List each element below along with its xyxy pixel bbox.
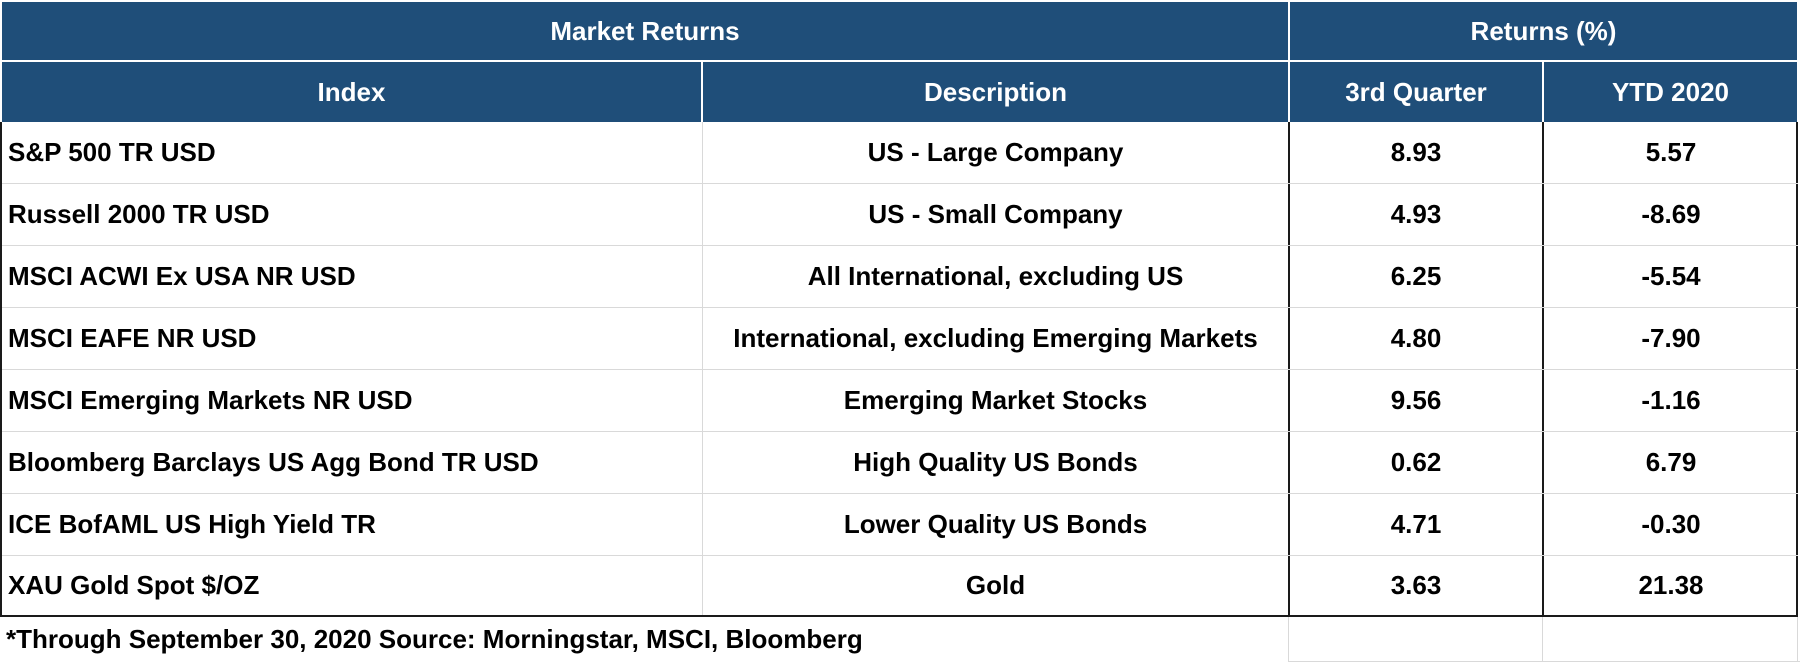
cell-index: MSCI Emerging Markets NR USD	[2, 370, 703, 431]
cell-ytd: -7.90	[1641, 323, 1701, 353]
header-group-market-returns-label: Market Returns	[550, 15, 740, 46]
cell-ytd: 21.38	[1638, 570, 1704, 600]
table-row: ICE BofAML US High Yield TR Lower Qualit…	[2, 494, 1798, 556]
column-header-ytd-label: YTD 2020	[1611, 76, 1730, 107]
cell-q3: 8.93	[1290, 122, 1544, 183]
table-row: MSCI EAFE NR USD International, excludin…	[2, 308, 1798, 370]
cell-description: Lower Quality US Bonds	[703, 494, 1290, 555]
cell-description: All International, excluding US	[703, 246, 1290, 307]
table-row: S&P 500 TR USD US - Large Company 8.93 5…	[2, 122, 1798, 184]
table-row: MSCI ACWI Ex USA NR USD All Internationa…	[2, 246, 1798, 308]
source-note: *Through September 30, 2020 Source: Morn…	[6, 624, 863, 654]
cell-q3: 4.71	[1290, 494, 1544, 555]
cell-description: Emerging Market Stocks	[703, 370, 1290, 431]
header-group-market-returns: Market Returns	[2, 2, 1288, 60]
column-header-ytd: YTD 2020	[1544, 62, 1797, 122]
cell-description: US - Large Company	[703, 122, 1290, 183]
table-row: Russell 2000 TR USD US - Small Company 4…	[2, 184, 1798, 246]
column-header-description-label: Description	[923, 76, 1068, 107]
column-header-index-label: Index	[317, 76, 386, 107]
header-group-returns: Returns (%)	[1290, 2, 1797, 60]
cell-q3: 4.93	[1290, 184, 1544, 245]
cell-index: Russell 2000 TR USD	[2, 184, 703, 245]
cell-q3: 9.56	[1290, 370, 1544, 431]
header-group-returns-label: Returns (%)	[1470, 15, 1617, 46]
cell-description: International, excluding Emerging Market…	[703, 308, 1290, 369]
cell-ytd: -1.16	[1641, 385, 1701, 415]
cell-description: Gold	[703, 556, 1290, 615]
table-row: MSCI Emerging Markets NR USD Emerging Ma…	[2, 370, 1798, 432]
column-header-q3-label: 3rd Quarter	[1345, 76, 1487, 107]
cell-ytd: -8.69	[1641, 199, 1701, 229]
cell-index: Bloomberg Barclays US Agg Bond TR USD	[2, 432, 703, 493]
cell-description: High Quality US Bonds	[703, 432, 1290, 493]
cell-ytd: 6.79	[1645, 447, 1697, 477]
cell-q3: 6.25	[1290, 246, 1544, 307]
cell-index: XAU Gold Spot $/OZ	[2, 556, 703, 615]
cell-q3: 0.62	[1290, 432, 1544, 493]
table-footer: *Through September 30, 2020 Source: Morn…	[0, 617, 1800, 662]
cell-ytd: -5.54	[1641, 261, 1701, 291]
column-header-description: Description	[703, 62, 1288, 122]
footer-gridline	[1797, 617, 1798, 662]
footer-gridline	[1542, 617, 1543, 662]
column-header-q3: 3rd Quarter	[1290, 62, 1542, 122]
cell-description: US - Small Company	[703, 184, 1290, 245]
table-body: S&P 500 TR USD US - Large Company 8.93 5…	[0, 122, 1798, 617]
cell-q3: 4.80	[1290, 308, 1544, 369]
table-row: Bloomberg Barclays US Agg Bond TR USD Hi…	[2, 432, 1798, 494]
table-row: XAU Gold Spot $/OZ Gold 3.63 21.38	[2, 556, 1798, 615]
cell-index: MSCI ACWI Ex USA NR USD	[2, 246, 703, 307]
cell-index: ICE BofAML US High Yield TR	[2, 494, 703, 555]
footer-gridline	[1288, 617, 1289, 662]
column-header-index: Index	[2, 62, 701, 122]
cell-q3: 3.63	[1290, 556, 1544, 615]
cell-index: MSCI EAFE NR USD	[2, 308, 703, 369]
cell-index: S&P 500 TR USD	[2, 122, 703, 183]
cell-ytd: -0.30	[1641, 509, 1701, 539]
cell-ytd: 5.57	[1645, 137, 1697, 167]
